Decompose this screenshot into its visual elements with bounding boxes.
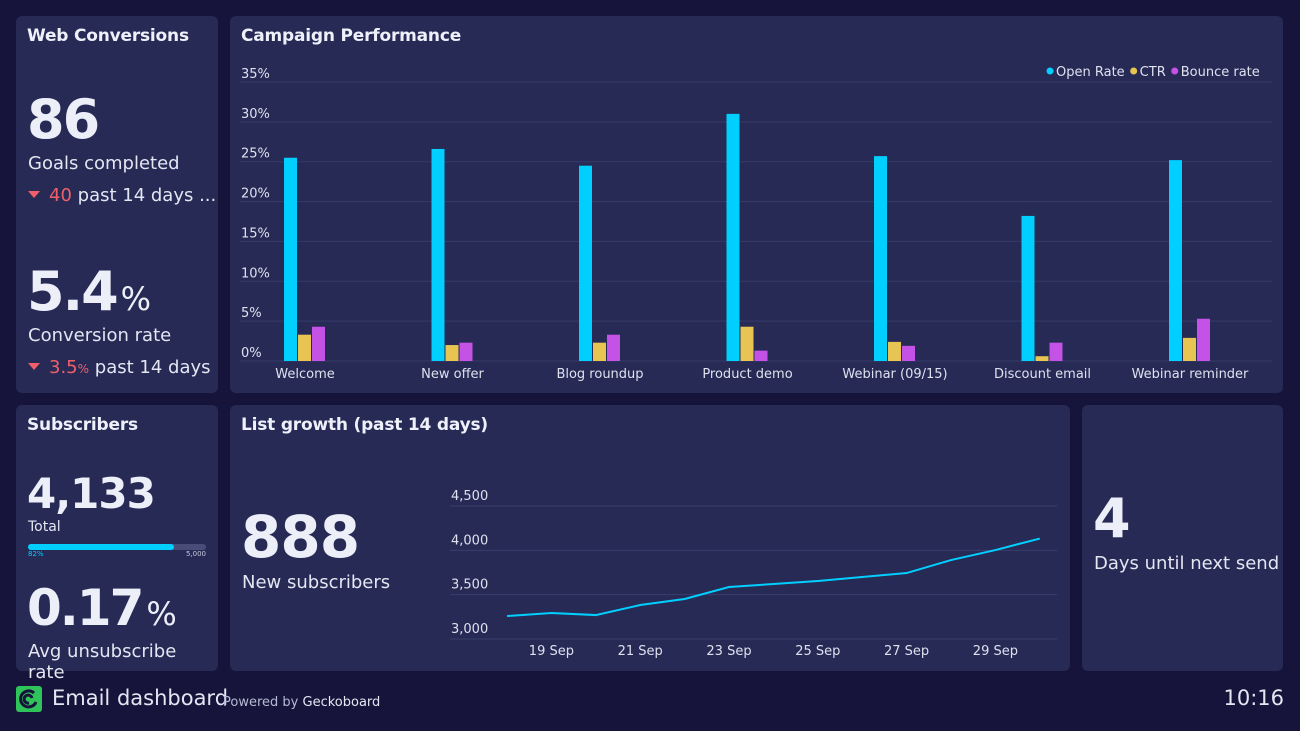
bar-bounce-rate bbox=[312, 326, 325, 361]
bar-ctr bbox=[298, 334, 311, 361]
new-subscribers-value: 888 bbox=[241, 503, 360, 571]
progress-max: 5,000 bbox=[185, 550, 206, 558]
days-value: 4 bbox=[1093, 487, 1131, 550]
y-tick-label: 4,500 bbox=[451, 489, 488, 504]
panel-title: List growth (past 14 days) bbox=[241, 415, 488, 435]
x-tick-label: Blog roundup bbox=[556, 367, 643, 382]
powered-by: Powered by Geckoboard bbox=[223, 695, 381, 710]
y-tick-label: 5% bbox=[241, 306, 262, 321]
y-tick-label: 3,000 bbox=[451, 622, 488, 637]
next-send-panel: 4 Days until next send bbox=[1082, 405, 1283, 671]
rate-delta: 3.5% past 14 days bbox=[28, 357, 211, 378]
unsub-label: Avg unsubscribe rate bbox=[28, 641, 177, 683]
y-tick-label: 15% bbox=[241, 226, 270, 241]
x-tick-label: 19 Sep bbox=[529, 644, 574, 659]
legend-label: Bounce rate bbox=[1181, 65, 1260, 80]
bar-bounce-rate bbox=[754, 350, 768, 361]
x-tick-label: Webinar reminder bbox=[1132, 367, 1249, 382]
footer: Email dashboard Powered by Geckoboard 10… bbox=[0, 680, 1300, 720]
bar-bounce-rate bbox=[607, 334, 620, 361]
x-tick-label: Discount email bbox=[994, 367, 1091, 382]
x-tick-label: Webinar (09/15) bbox=[842, 367, 947, 382]
goals-value: 86 bbox=[27, 88, 100, 151]
y-tick-label: 0% bbox=[241, 346, 262, 361]
legend-label: Open Rate bbox=[1056, 65, 1125, 80]
bar-open-rate bbox=[284, 157, 297, 361]
x-tick-label: 29 Sep bbox=[973, 644, 1018, 659]
progress-fill bbox=[28, 544, 174, 550]
x-tick-label: 21 Sep bbox=[618, 644, 663, 659]
x-tick-label: New offer bbox=[421, 367, 484, 382]
bar-bounce-rate bbox=[459, 342, 473, 361]
line-series bbox=[506, 537, 1041, 618]
list-growth-panel: List growth (past 14 days) 888 New subsc… bbox=[230, 405, 1070, 671]
bar-bounce-rate bbox=[1197, 318, 1210, 361]
panel-title: Web Conversions bbox=[27, 26, 189, 46]
y-tick-label: 10% bbox=[241, 266, 270, 281]
bar-ctr bbox=[445, 345, 459, 361]
x-tick-label: Product demo bbox=[702, 367, 792, 382]
y-tick-label: 35% bbox=[241, 67, 270, 82]
legend-dot bbox=[1171, 67, 1179, 75]
bar-ctr bbox=[1035, 356, 1049, 361]
web-conversions-panel: Web Conversions 86 Goals completed 40 pa… bbox=[16, 16, 218, 393]
delta-text: past 14 days bbox=[94, 357, 211, 378]
y-tick-label: 4,000 bbox=[451, 533, 488, 548]
bar-ctr bbox=[593, 342, 606, 361]
days-label: Days until next send bbox=[1094, 553, 1280, 574]
bar-open-rate bbox=[1021, 215, 1035, 361]
bar-ctr bbox=[1183, 337, 1196, 361]
panel-title: Campaign Performance bbox=[241, 26, 462, 46]
bar-ctr bbox=[888, 341, 901, 361]
down-arrow-icon bbox=[28, 191, 40, 198]
rate-value: 5.4% bbox=[27, 260, 152, 323]
y-tick-label: 25% bbox=[241, 147, 270, 162]
unsub-value: 0.17% bbox=[27, 579, 177, 637]
campaign-performance-panel: Campaign Performance 0% 5% 10% 15% 20% 25% 30%… bbox=[230, 16, 1283, 393]
goals-label: Goals completed bbox=[28, 153, 180, 174]
bar-open-rate bbox=[726, 113, 740, 361]
y-tick-label: 3,500 bbox=[451, 578, 488, 593]
y-tick-label: 20% bbox=[241, 187, 270, 202]
total-label: Total bbox=[28, 519, 61, 535]
clock: 10:16 bbox=[1223, 686, 1284, 710]
x-tick-label: 27 Sep bbox=[884, 644, 929, 659]
list-growth-line-chart: 3,000 3,500 4,000 4,500 19 Sep 21 Sep 23 Sep 25… bbox=[450, 489, 1057, 659]
delta-value: 3.5 bbox=[49, 357, 78, 378]
bar-open-rate bbox=[579, 165, 592, 361]
rate-label: Conversion rate bbox=[28, 325, 172, 346]
legend-dot bbox=[1046, 67, 1054, 75]
x-tick-label: 25 Sep bbox=[795, 644, 840, 659]
bar-bounce-rate bbox=[902, 345, 915, 361]
new-subscribers-label: New subscribers bbox=[242, 572, 391, 593]
legend-dot bbox=[1130, 67, 1138, 75]
y-tick-label: 30% bbox=[241, 107, 270, 122]
bar-ctr bbox=[740, 326, 754, 361]
goals-delta: 40 past 14 days ... bbox=[28, 185, 216, 206]
delta-value: 40 bbox=[49, 185, 72, 206]
x-tick-label: 23 Sep bbox=[706, 644, 751, 659]
total-value: 4,133 bbox=[27, 469, 156, 518]
total-progress-bar bbox=[28, 544, 206, 550]
subscribers-panel: Subscribers 4,133 Total 82% 5,000 0.17% … bbox=[16, 405, 218, 683]
down-arrow-icon bbox=[28, 363, 40, 370]
bar-open-rate bbox=[1169, 160, 1182, 361]
x-tick-label: Welcome bbox=[275, 367, 334, 382]
campaign-bar-chart: 0% 5% 10% 15% 20% 25% 30% 35% Welcome New offer Bl… bbox=[240, 65, 1272, 382]
bar-open-rate bbox=[874, 156, 887, 361]
bar-open-rate bbox=[431, 148, 445, 361]
legend-label: CTR bbox=[1140, 65, 1166, 80]
progress-percent: 82% bbox=[28, 550, 44, 558]
panel-title: Subscribers bbox=[27, 415, 138, 435]
bar-bounce-rate bbox=[1049, 342, 1063, 361]
dashboard-title: Email dashboard bbox=[52, 686, 229, 710]
geckoboard-logo-icon bbox=[16, 686, 42, 712]
delta-text: past 14 days ... bbox=[77, 185, 217, 206]
